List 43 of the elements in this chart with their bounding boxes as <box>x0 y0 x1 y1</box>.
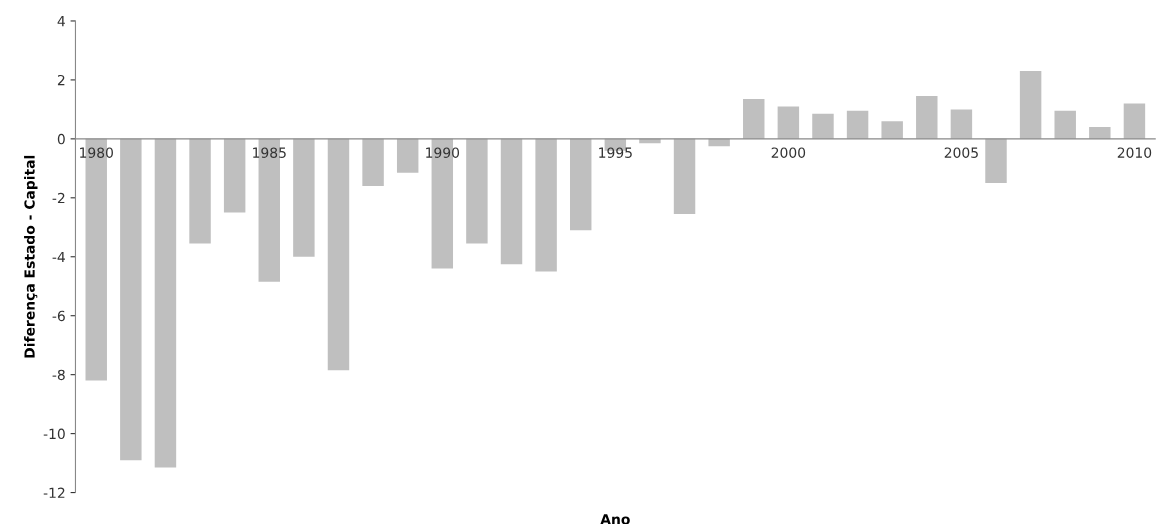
bar <box>327 138 350 371</box>
bar <box>673 138 696 215</box>
bar <box>500 138 523 265</box>
bar <box>120 138 142 461</box>
bar <box>985 138 1007 184</box>
y-tick-label: -6 <box>52 310 65 322</box>
bar <box>743 99 765 139</box>
bar <box>154 138 177 468</box>
y-tick-label: -12 <box>43 487 65 498</box>
x-tick-label: 2010 <box>1117 147 1152 158</box>
bar <box>189 138 211 244</box>
x-tick-label: 1995 <box>599 147 632 158</box>
bar <box>881 121 903 139</box>
bar <box>570 138 592 231</box>
bar <box>846 110 869 139</box>
y-tick-label: 2 <box>57 74 65 86</box>
bar <box>535 138 557 272</box>
bar <box>950 109 973 139</box>
bar <box>1054 110 1076 139</box>
bar <box>916 96 938 139</box>
x-tick-label: 1980 <box>80 147 113 158</box>
bar <box>1089 127 1111 139</box>
y-axis-title: Diferença Estado - Capital <box>24 155 38 358</box>
bar <box>396 138 419 173</box>
bar <box>812 113 834 139</box>
x-tick-label: 2000 <box>771 147 806 158</box>
x-tick-label: 2005 <box>944 147 978 158</box>
bar <box>293 138 315 257</box>
y-tick-label: -2 <box>52 192 65 204</box>
y-tick-label: 0 <box>57 133 65 145</box>
y-tick-label: -8 <box>52 369 65 381</box>
bar <box>362 138 384 187</box>
bar <box>777 106 800 139</box>
bar <box>1019 71 1042 139</box>
bar <box>223 138 246 213</box>
y-tick-label: -4 <box>52 251 65 263</box>
y-tick-label: -10 <box>43 428 65 440</box>
x-axis-title: Ano <box>600 514 630 524</box>
x-tick-label: 1985 <box>253 147 286 158</box>
bar <box>466 138 488 244</box>
bar <box>1123 103 1146 139</box>
x-tick-label: 1990 <box>426 147 460 158</box>
y-tick-label: 4 <box>57 16 65 27</box>
